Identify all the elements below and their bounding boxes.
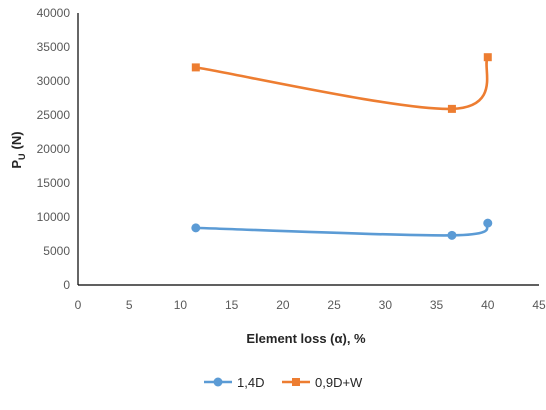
y-axis-title: PU (N) bbox=[9, 131, 27, 168]
y-tick-label: 30000 bbox=[37, 74, 71, 88]
y-tick-label: 40000 bbox=[37, 6, 71, 20]
y-tick-label: 5000 bbox=[43, 244, 70, 258]
data-point bbox=[483, 218, 493, 228]
x-tick-label: 45 bbox=[532, 298, 546, 312]
data-point bbox=[447, 104, 456, 113]
y-tick-label: 35000 bbox=[37, 40, 71, 54]
x-tick-label: 5 bbox=[126, 298, 133, 312]
legend-label: 1,4D bbox=[237, 375, 264, 390]
x-axis-title: Element loss (α), % bbox=[246, 331, 366, 346]
x-tick-label: 20 bbox=[276, 298, 290, 312]
data-point bbox=[483, 53, 492, 62]
y-tick-label: 10000 bbox=[37, 210, 71, 224]
legend-label: 0,9D+W bbox=[315, 375, 363, 390]
y-tick-label: 15000 bbox=[37, 176, 71, 190]
series-layer bbox=[191, 53, 493, 240]
x-tick-label: 40 bbox=[481, 298, 495, 312]
legend: 1,4D 0,9D+W bbox=[204, 375, 363, 390]
x-tick-label: 25 bbox=[327, 298, 341, 312]
y-tick-label: 20000 bbox=[37, 142, 71, 156]
x-tick-label: 35 bbox=[430, 298, 444, 312]
data-point bbox=[191, 223, 201, 233]
data-point bbox=[447, 230, 457, 240]
series-line bbox=[195, 221, 489, 237]
legend-marker bbox=[213, 377, 223, 387]
y-axis-ticks: 0 5000 10000 15000 20000 25000 30000 35000 40000 bbox=[37, 6, 71, 292]
y-axis-title-subscript: U bbox=[17, 153, 27, 160]
x-tick-label: 15 bbox=[225, 298, 239, 312]
series-line bbox=[195, 56, 489, 111]
y-axis-title-unit: (N) bbox=[9, 131, 24, 149]
data-point bbox=[191, 63, 200, 72]
y-axis-title-main: P bbox=[9, 160, 24, 169]
x-tick-label: 0 bbox=[75, 298, 82, 312]
x-tick-label: 30 bbox=[379, 298, 393, 312]
x-tick-label: 10 bbox=[174, 298, 188, 312]
legend-marker bbox=[292, 378, 300, 386]
x-axis-ticks: 0 5 10 15 20 25 30 35 40 45 bbox=[75, 298, 546, 312]
y-tick-label: 0 bbox=[63, 278, 70, 292]
y-tick-label: 25000 bbox=[37, 108, 71, 122]
